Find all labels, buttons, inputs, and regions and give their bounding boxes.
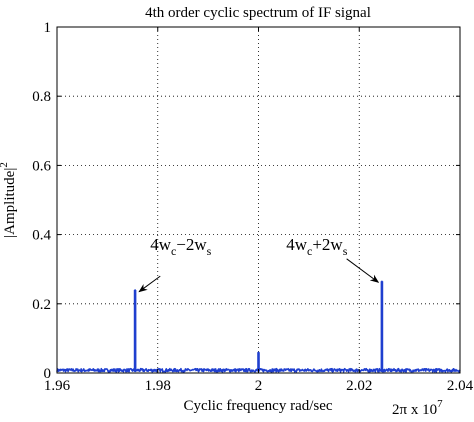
x-tick-label: 1.96 [44,378,71,394]
x-axis-multiplier: 2π x 107 [392,398,443,418]
y-tick-label: 0.6 [32,158,51,174]
y-tick-label: 0.4 [32,228,51,244]
axis-ticks: 1.96 1.98 2 2.02 2.04 0 0.2 0.4 0.6 0.8 1 [32,20,473,394]
grid-lines [57,27,460,373]
y-tick-label: 1 [44,20,52,36]
y-axis-label-superscript: 2 [0,162,10,168]
peak-annotation-label: 4wc+2ws [286,235,347,258]
x-tick-label: 1.98 [145,378,171,394]
x-axis-label: Cyclic frequency rad/sec [183,398,332,414]
x-tick-label: 2.02 [346,378,372,394]
spectrum-series [56,280,461,373]
chart-title: 4th order cyclic spectrum of IF signal [145,5,371,21]
x-tick-label: 2.04 [447,378,474,394]
annotation-arrow [346,258,380,283]
peak-annotations: 4wc−2ws 4wc+2ws [138,235,380,293]
x-tick-label: 2 [255,378,263,394]
y-tick-label: 0.8 [32,89,51,105]
x-multiplier-prefix: 2π x 10 [392,402,437,418]
y-tick-label: 0 [44,366,52,382]
y-axis-label: |Amplitude|2 [0,162,18,238]
x-multiplier-exponent: 7 [437,398,443,410]
y-tick-label: 0.2 [32,297,51,313]
annotation-arrow [138,275,161,293]
y-axis-label-main: |Amplitude| [2,168,18,238]
peak-annotation-label: 4wc−2ws [150,235,211,258]
